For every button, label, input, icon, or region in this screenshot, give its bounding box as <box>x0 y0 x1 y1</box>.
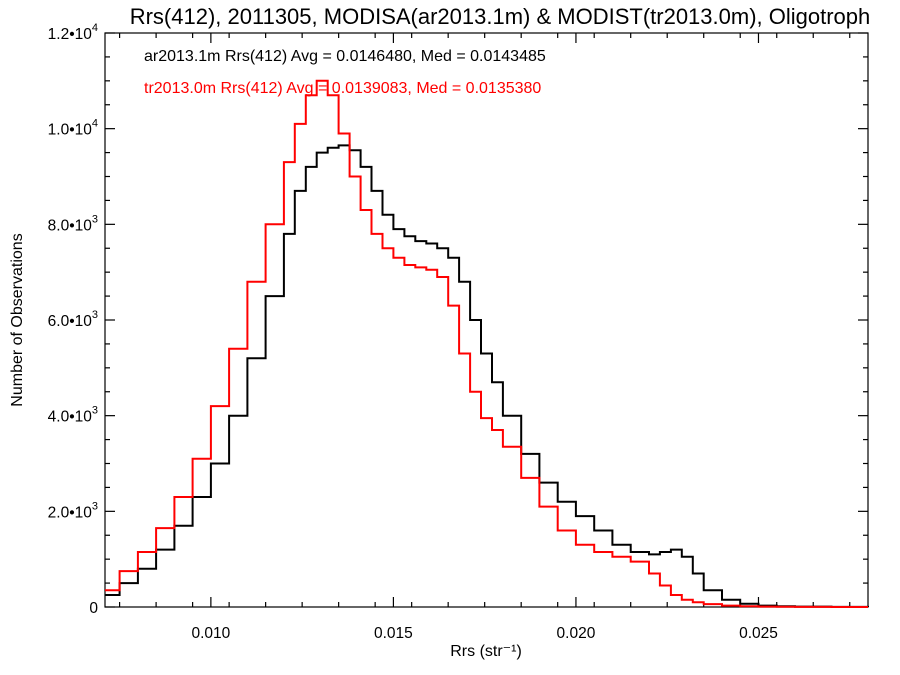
x-tick-label: 0.015 <box>374 625 413 642</box>
plot-frame <box>104 32 869 608</box>
y-tick-label: 2.0•103 <box>48 500 98 521</box>
y-axis-label: Number of Observations <box>9 233 26 406</box>
y-tick-label: 6.0•103 <box>48 309 98 330</box>
series-line-ar2013.1m <box>105 144 869 608</box>
y-tick-label: 4.0•103 <box>48 405 98 426</box>
x-axis-label: Rrs (str⁻¹) <box>450 643 522 660</box>
x-tick-label: 0.020 <box>557 625 596 642</box>
x-tick-label: 0.025 <box>739 625 778 642</box>
y-tick-label: 1.2•104 <box>48 22 98 43</box>
series-line-tr2013.0m <box>105 79 868 608</box>
x-tick-label: 0.010 <box>191 625 230 642</box>
y-tick-label: 8.0•103 <box>48 213 98 234</box>
y-tick-label: 0 <box>89 600 98 617</box>
chart-title: Rrs(412), 2011305, MODISA(ar2013.1m) & M… <box>130 4 871 29</box>
annotation-series-2: tr2013.0m Rrs(412) Avg = 0.0139083, Med … <box>144 80 541 97</box>
annotation-series-1: ar2013.1m Rrs(412) Avg = 0.0146480, Med … <box>144 48 546 65</box>
y-tick-label: 1.0•104 <box>48 118 98 139</box>
